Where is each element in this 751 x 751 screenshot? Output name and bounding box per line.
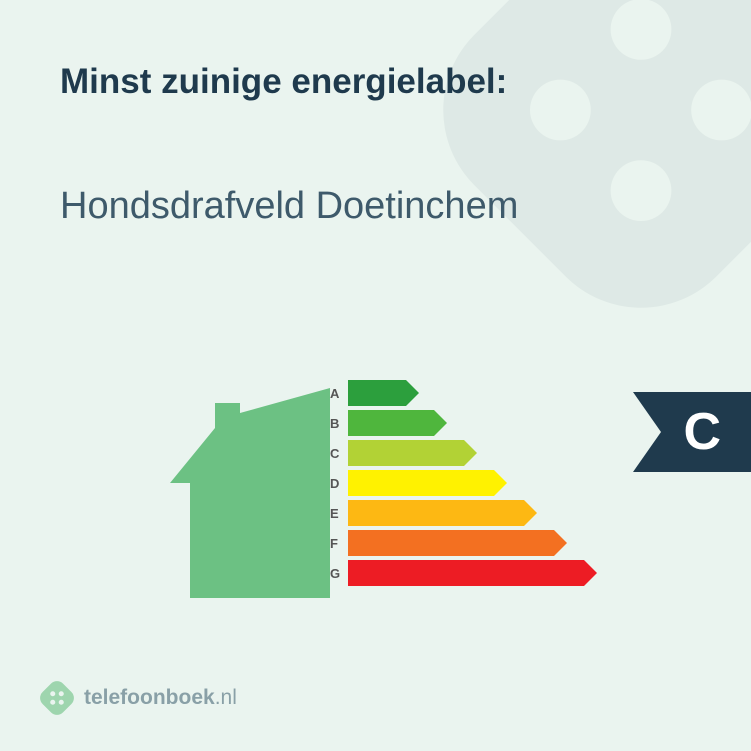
- energy-bar-shape: [348, 500, 524, 526]
- energy-bar-row: B: [330, 408, 584, 438]
- energy-bar-row: E: [330, 498, 584, 528]
- energy-bar-letter: C: [330, 446, 348, 461]
- energy-bar-letter: E: [330, 506, 348, 521]
- energy-bar-letter: F: [330, 536, 348, 551]
- energy-bar-row: C: [330, 438, 584, 468]
- brand-logo-icon: [40, 681, 74, 715]
- energy-chart: ABCDEFG: [170, 378, 600, 618]
- footer-brand: telefoonboek.nl: [40, 681, 237, 715]
- card-subtitle: Hondsdrafveld Doetinchem: [60, 185, 518, 228]
- selected-label-badge: C: [633, 392, 751, 472]
- brand-text-bold: telefoonboek: [84, 686, 215, 709]
- energy-bar-row: A: [330, 378, 584, 408]
- energy-bar-letter: A: [330, 386, 348, 401]
- energy-bar-shape: [348, 380, 406, 406]
- energy-bar-letter: B: [330, 416, 348, 431]
- energy-bar-shape: [348, 470, 494, 496]
- energy-bar-letter: G: [330, 566, 348, 581]
- brand-text: telefoonboek.nl: [84, 686, 237, 710]
- house-icon: [170, 388, 330, 598]
- card-title: Minst zuinige energielabel:: [60, 62, 507, 102]
- energy-bar-letter: D: [330, 476, 348, 491]
- energy-bars: ABCDEFG: [330, 378, 584, 588]
- energy-bar-shape: [348, 530, 554, 556]
- brand-text-light: .nl: [215, 686, 237, 709]
- energy-bar-shape: [348, 440, 464, 466]
- energy-label-card: Minst zuinige energielabel: Hondsdrafvel…: [0, 0, 751, 751]
- energy-bar-row: D: [330, 468, 584, 498]
- energy-bar-row: G: [330, 558, 584, 588]
- energy-bar-shape: [348, 410, 434, 436]
- energy-bar-shape: [348, 560, 584, 586]
- energy-bar-row: F: [330, 528, 584, 558]
- selected-label-letter: C: [683, 402, 721, 462]
